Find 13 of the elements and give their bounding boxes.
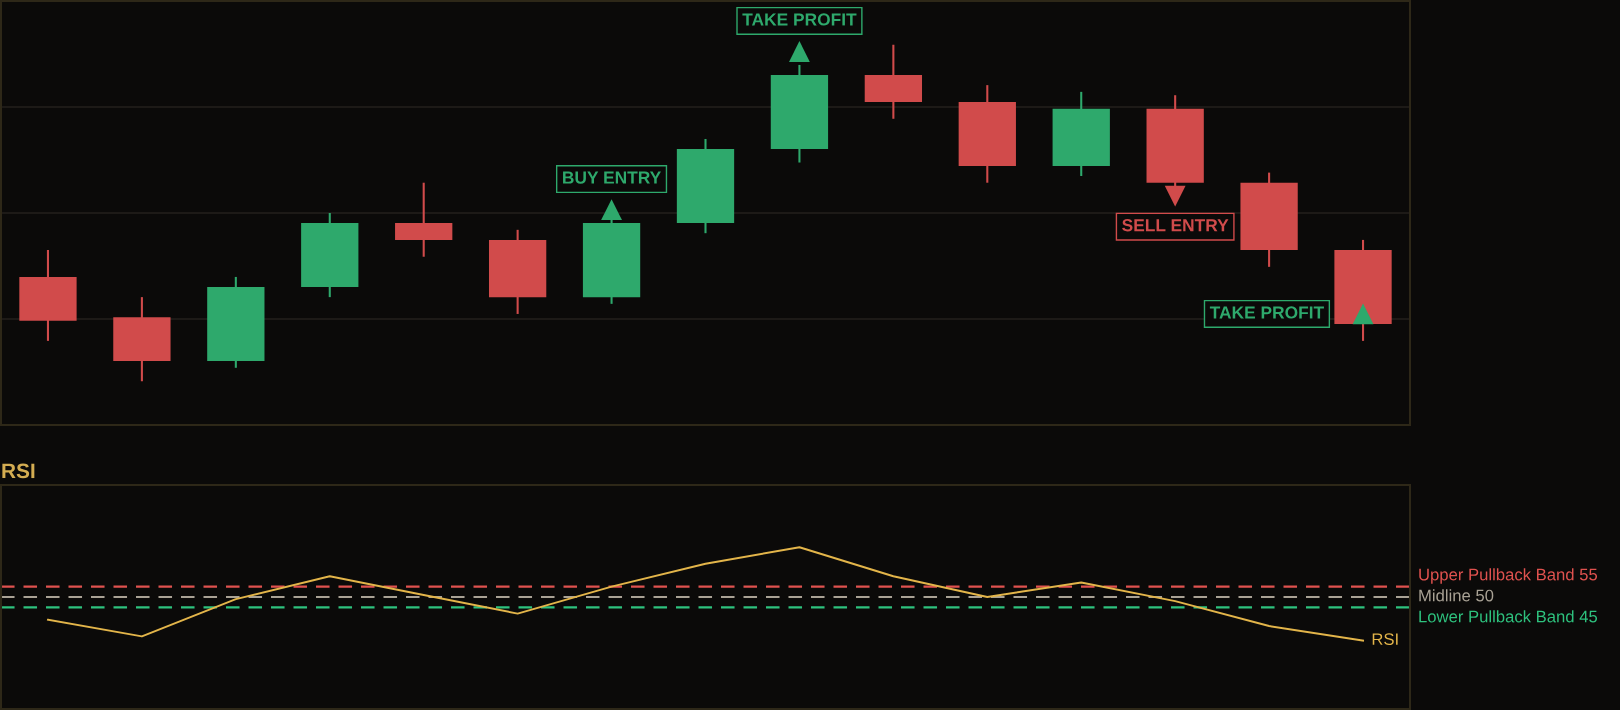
series-label: TAKE PROFIT [742,13,857,26]
text: TAKE PROFIT [1209,306,1324,319]
point [601,199,622,221]
ref-line-label: Midline 50 [1419,589,1494,602]
ref-line-label: Lower Pullback Band 45 [1419,610,1598,623]
point [1352,303,1374,325]
ref-line-label: Upper Pullback Band 55 [1419,568,1598,584]
point [1164,185,1186,207]
series-label: BUY ENTRY [563,171,661,184]
point [789,41,810,62]
series-label: SELL ENTRY [1122,219,1229,232]
chart-title: RSI [2,463,35,479]
series-label: RSI [1372,633,1398,646]
